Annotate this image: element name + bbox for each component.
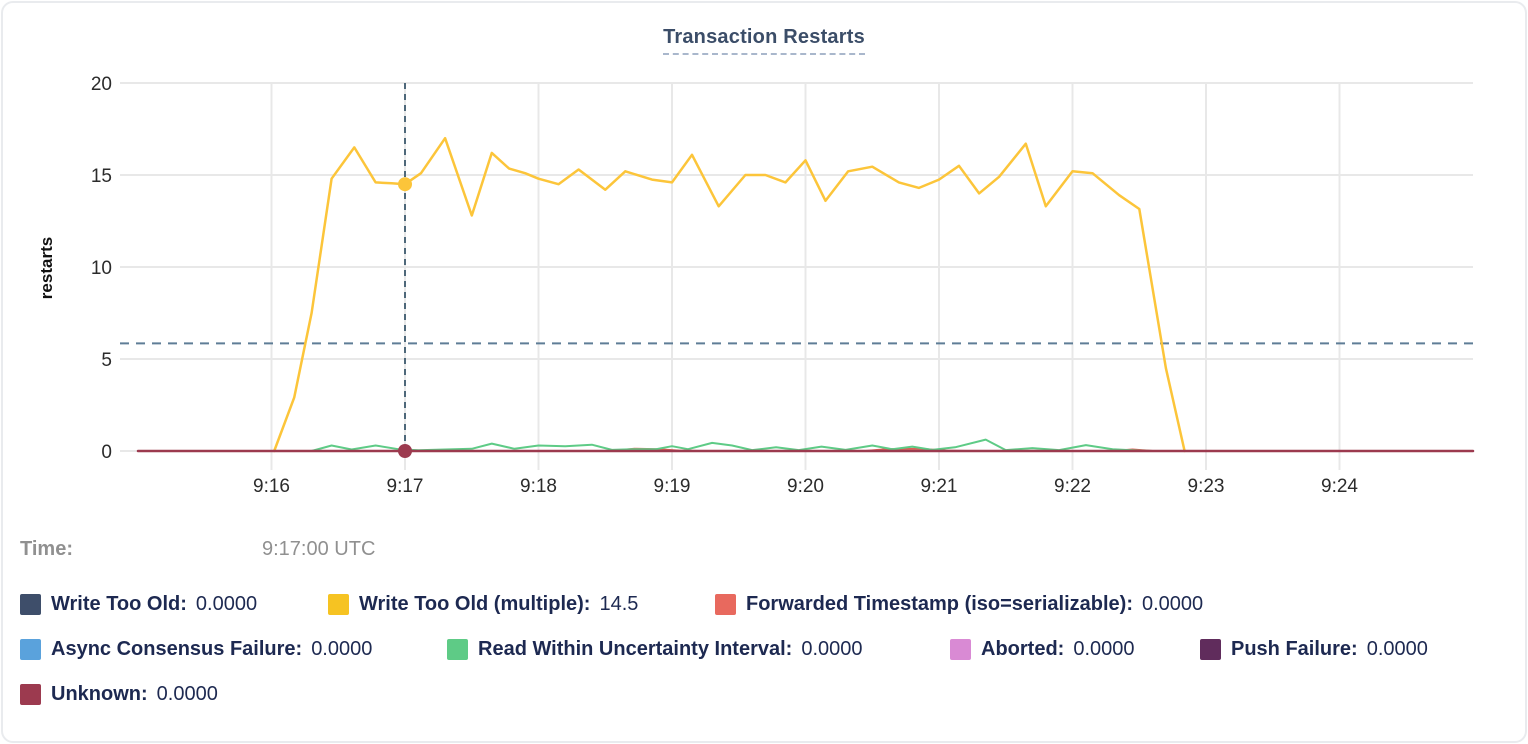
- x-tick-label: 9:19: [654, 476, 691, 497]
- legend-label: Forwarded Timestamp (iso=serializable):: [746, 592, 1133, 615]
- legend-value: 0.0000: [156, 682, 218, 705]
- legend-item-push-failure: Push Failure: 0.0000: [1200, 637, 1428, 661]
- legend-label: Unknown:: [51, 682, 148, 705]
- y-tick-label: 20: [91, 74, 112, 95]
- y-tick-label: 10: [91, 258, 112, 279]
- legend-label: Read Within Uncertainty Interval:: [478, 637, 793, 660]
- hover-time-row: Time: 9:17:00 UTC: [0, 538, 1528, 564]
- legend-swatch-icon: [715, 593, 736, 615]
- legend-value: 0.0000: [801, 637, 863, 660]
- legend-label: Write Too Old:: [51, 592, 187, 615]
- legend-swatch-icon: [20, 638, 41, 660]
- legend-item-forwarded-timestamp-iso-serializable-: Forwarded Timestamp (iso=serializable): 0…: [715, 592, 1203, 616]
- legend-item-write-too-old-multiple-: Write Too Old (multiple): 14.5: [328, 592, 638, 616]
- legend-swatch-icon: [20, 593, 41, 615]
- legend-swatch-icon: [328, 593, 349, 615]
- legend-row-3: Unknown: 0.0000: [0, 682, 1528, 710]
- legend-value: 14.5: [599, 592, 639, 615]
- y-axis-label: restarts: [37, 237, 56, 299]
- x-tick-label: 9:17: [387, 476, 424, 497]
- legend-label: Aborted:: [981, 637, 1065, 660]
- transaction-restarts-chart[interactable]: 0 5 10 15 20 9:16 9:17 9:18 9:19 9:20 9:21 9:22 9:23…: [0, 0, 1528, 515]
- x-tick-label: 9:20: [787, 476, 824, 497]
- x-tick-label: 9:16: [253, 476, 290, 497]
- legend-swatch-icon: [20, 683, 41, 705]
- legend-item-read-within-uncertainty-interval: Read Within Uncertainty Interval: 0.0000: [447, 637, 863, 661]
- legend-item-unknown: Unknown: 0.0000: [20, 682, 218, 706]
- legend-item-aborted: Aborted: 0.0000: [950, 637, 1135, 661]
- chart-title[interactable]: Transaction Restarts: [663, 26, 865, 55]
- legend-swatch-icon: [950, 638, 971, 660]
- legend-swatch-icon: [447, 638, 468, 660]
- legend-item-write-too-old: Write Too Old: 0.0000: [20, 592, 257, 616]
- legend-row-1: Write Too Old: 0.0000 Write Too Old (multi…: [0, 592, 1528, 620]
- legend-row-2: Async Consensus Failure: 0.0000 Read Withi…: [0, 637, 1528, 665]
- legend-value: 0.0000: [311, 637, 373, 660]
- legend-label: Async Consensus Failure:: [51, 637, 303, 660]
- legend-item-async-consensus-failure: Async Consensus Failure: 0.0000: [20, 637, 372, 661]
- legend-value: 0.0000: [1366, 637, 1428, 660]
- hover-dot-unknown: [398, 444, 412, 458]
- legend-label: Write Too Old (multiple):: [359, 592, 591, 615]
- legend-value: 0.0000: [1141, 592, 1204, 615]
- x-tick-label: 9:21: [921, 476, 958, 497]
- legend-swatch-icon: [1200, 638, 1221, 660]
- y-tick-label: 0: [101, 442, 112, 463]
- y-tick-label: 5: [101, 350, 112, 371]
- legend-value: 0.0000: [1073, 637, 1135, 660]
- x-tick-label: 9:22: [1054, 476, 1091, 497]
- time-label: Time:: [20, 538, 73, 560]
- chart-header: Transaction Restarts: [0, 26, 1528, 55]
- legend-value: 0.0000: [195, 592, 258, 615]
- hover-dot-write-too-old-multiple-: [398, 177, 412, 192]
- series-line-read-within-uncertainty-interval: [310, 438, 1154, 452]
- legend-label: Push Failure:: [1231, 637, 1358, 660]
- x-tick-label: 9:24: [1321, 476, 1358, 497]
- time-value: 9:17:00 UTC: [262, 538, 376, 560]
- x-tick-label: 9:18: [520, 476, 557, 497]
- y-tick-label: 15: [91, 166, 112, 187]
- x-tick-label: 9:23: [1188, 476, 1225, 497]
